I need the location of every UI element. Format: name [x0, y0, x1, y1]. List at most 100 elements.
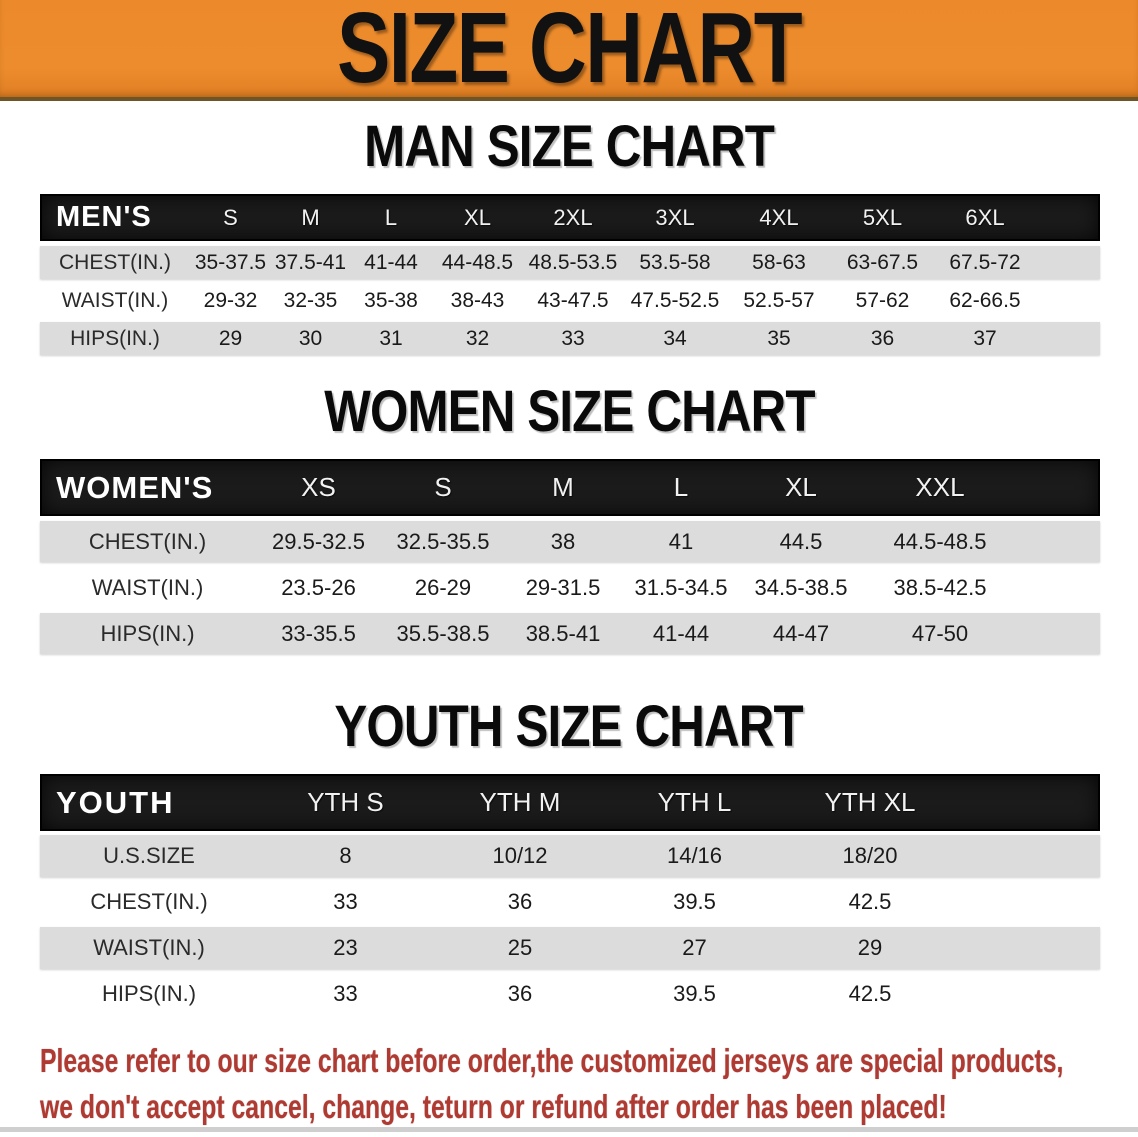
size-value: 42.5	[848, 981, 892, 1006]
size-value: 41-44	[652, 620, 710, 646]
youth-header-row: YOUTH YTH S YTH M YTH L YTH XL	[40, 774, 1100, 831]
men-data-row: HIPS(IN.) 29 30 31 32 33 34 35 36 37	[40, 322, 1100, 355]
disclaimer-line-2: we don't accept cancel, change, teturn o…	[40, 1084, 1100, 1130]
size-value: 29-32	[203, 288, 258, 312]
youth-chart-heading-text: YOUTH SIZE CHART	[334, 694, 804, 759]
size-value: 34	[663, 326, 687, 350]
size-value: 44-47	[772, 620, 830, 646]
size-value: 29-31.5	[525, 574, 601, 600]
men-data-row: WAIST(IN.) 29-32 32-35 35-38 38-43 43-47.5 47.…	[40, 284, 1100, 317]
bottom-edge-strip	[0, 1127, 1138, 1132]
row-label: CHEST(IN.)	[59, 250, 171, 274]
size-value: 48.5-53.5	[528, 250, 618, 274]
size-value: 57-62	[855, 288, 910, 312]
youth-column-header-yth-l: YTH L	[657, 787, 732, 817]
youth-data-row: WAIST(IN.) 23 25 27 29	[40, 927, 1100, 969]
size-value: 27	[682, 935, 707, 960]
size-value: 43-47.5	[537, 288, 609, 312]
women-size-table: WOMEN'S XS S M L XL XXL CHEST(IN.) 29.5-32.5 32.5…	[40, 459, 1100, 654]
size-value: 32	[465, 326, 490, 350]
row-label: WAIST(IN.)	[91, 574, 204, 600]
size-chart-banner: SIZE CHART	[0, 0, 1138, 101]
women-table-label: WOMEN'S	[56, 469, 214, 505]
row-label: CHEST(IN.)	[88, 528, 207, 554]
women-data-row: CHEST(IN.) 29.5-32.5 32.5-35.5 38 41 44.5 44.5…	[40, 521, 1100, 562]
size-value: 14/16	[666, 843, 723, 868]
men-column-header-l: L	[384, 204, 398, 230]
size-value: 41-44	[364, 250, 418, 274]
size-value: 63-67.5	[846, 250, 919, 274]
size-value: 39.5	[673, 889, 716, 914]
size-value: 31	[379, 326, 403, 350]
men-column-header-xl: XL	[464, 204, 491, 230]
size-value: 37	[973, 326, 997, 350]
size-value: 25	[507, 935, 533, 960]
size-value: 53.5-58	[639, 250, 711, 274]
women-column-header-m: M	[552, 472, 574, 502]
size-value: 37.5-41	[274, 250, 347, 274]
men-header-row: MEN'S S M L XL 2XL 3XL 4XL 5XL 6XL	[40, 194, 1100, 241]
disclaimer-line-2-text: we don't accept cancel, change, teturn o…	[40, 1088, 947, 1125]
size-value: 35-38	[364, 288, 418, 312]
size-value: 38.5-41	[525, 620, 601, 646]
youth-data-row: HIPS(IN.) 33 36 39.5 42.5	[40, 973, 1100, 1015]
size-value: 38.5-42.5	[893, 574, 987, 600]
size-value: 44-48.5	[441, 250, 514, 274]
disclaimer-line-1: Please refer to our size chart before or…	[40, 1038, 1100, 1084]
row-label: HIPS(IN.)	[101, 981, 197, 1006]
size-value: 33-35.5	[281, 620, 356, 646]
size-value: 42.5	[848, 889, 892, 914]
size-value: 44.5-48.5	[893, 528, 987, 554]
men-table-label: MEN'S	[56, 201, 152, 233]
size-value: 38-43	[450, 288, 505, 312]
size-value: 23.5-26	[281, 574, 356, 600]
size-value: 35	[767, 326, 791, 350]
women-chart-heading: WOMEN SIZE CHART	[0, 379, 1138, 444]
disclaimer-line-1-text: Please refer to our size chart before or…	[40, 1042, 1064, 1079]
size-value: 29	[857, 935, 883, 960]
size-value: 10/12	[492, 843, 548, 868]
row-label: U.S.SIZE	[103, 843, 195, 868]
size-value: 41	[668, 528, 694, 554]
women-column-header-l: L	[673, 472, 689, 502]
youth-data-row: U.S.SIZE 8 10/12 14/16 18/20	[40, 835, 1100, 877]
size-value: 36	[507, 889, 533, 914]
women-header-row: WOMEN'S XS S M L XL XXL	[40, 459, 1100, 516]
size-value: 47.5-52.5	[630, 288, 720, 312]
men-chart-heading: MAN SIZE CHART	[0, 118, 1138, 176]
size-value: 44.5	[779, 528, 823, 554]
size-value: 35.5-38.5	[396, 620, 490, 646]
size-value: 33	[561, 326, 585, 350]
size-value: 29	[218, 326, 243, 350]
size-value: 38	[550, 528, 576, 554]
size-value: 33	[333, 981, 358, 1006]
women-chart-heading-text: WOMEN SIZE CHART	[323, 379, 815, 444]
row-label: CHEST(IN.)	[90, 889, 208, 914]
row-label: WAIST(IN.)	[61, 288, 169, 312]
size-value: 39.5	[673, 981, 716, 1006]
men-column-header-6xl: 6XL	[965, 204, 1005, 230]
size-value: 34.5-38.5	[754, 574, 848, 600]
size-value: 8	[339, 843, 352, 868]
men-column-header-s: S	[223, 204, 238, 230]
row-label: WAIST(IN.)	[93, 935, 205, 960]
women-section: WOMEN SIZE CHART WOMEN'S XS S M L XL XXL CHEST(…	[0, 379, 1138, 654]
women-data-row: HIPS(IN.) 33-35.5 35.5-38.5 38.5-41 41-44 44-…	[40, 613, 1100, 654]
size-value: 62-66.5	[949, 288, 1021, 312]
men-data-row: CHEST(IN.) 35-37.5 37.5-41 41-44 44-48.5 48.5…	[40, 246, 1100, 279]
size-value: 18/20	[842, 843, 898, 868]
youth-size-table: YOUTH YTH S YTH M YTH L YTH XL U.S.SIZE 8 10/12…	[40, 774, 1100, 1015]
men-column-header-3xl: 3XL	[655, 204, 695, 230]
size-value: 52.5-57	[743, 288, 815, 312]
youth-column-header-yth-s: YTH S	[307, 787, 384, 817]
disclaimer-text: Please refer to our size chart before or…	[40, 1038, 1100, 1130]
youth-data-row: CHEST(IN.) 33 36 39.5 42.5	[40, 881, 1100, 923]
size-value: 36	[870, 326, 895, 350]
youth-column-header-yth-m: YTH M	[479, 787, 561, 817]
size-value: 33	[333, 889, 358, 914]
banner-title: SIZE CHART	[337, 0, 803, 104]
size-value: 47-50	[911, 620, 969, 646]
size-value: 31.5-34.5	[634, 574, 728, 600]
size-value: 35-37.5	[194, 250, 267, 274]
size-value: 67.5-72	[949, 250, 1021, 274]
